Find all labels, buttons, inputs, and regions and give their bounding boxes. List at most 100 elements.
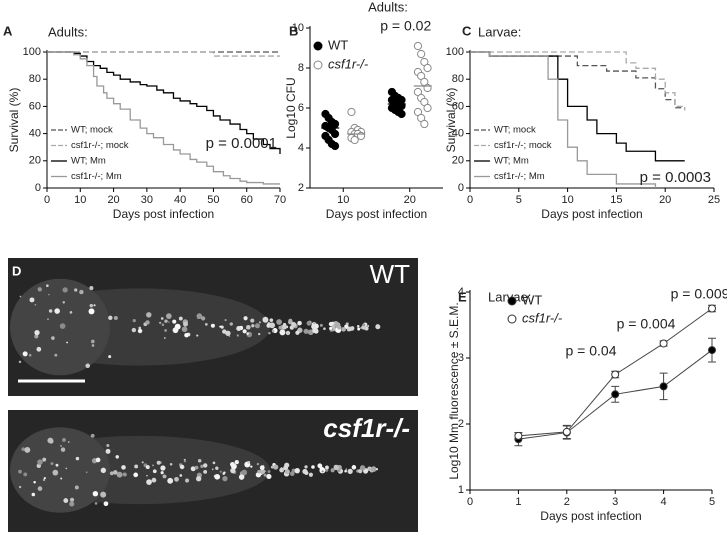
fluorescence [200, 464, 204, 469]
y-tick-label: 20 [452, 155, 464, 167]
fluorescence [330, 468, 335, 473]
data-point [611, 390, 620, 399]
fluorescence [325, 465, 329, 470]
fluorescence [219, 470, 222, 473]
survival-curve [470, 51, 686, 111]
image-label: csf1r-/- [323, 413, 410, 443]
fluorescence [225, 330, 231, 336]
fluorescence [69, 501, 75, 507]
x-tick-label: 10 [337, 194, 349, 206]
x-tick-label: 40 [174, 194, 186, 206]
legend-label: csf1r-/- [328, 56, 369, 71]
fluorescence [362, 323, 365, 326]
fluorescence [196, 334, 199, 337]
annotation: p = 0.004 [617, 316, 676, 332]
fluorescence [375, 324, 380, 328]
y-tick-label: 60 [452, 100, 464, 112]
fluorescence [263, 473, 267, 477]
legend-label: WT; mock [494, 125, 536, 136]
fluorescence [203, 463, 208, 468]
fluorescence [137, 328, 143, 334]
fluorescence [359, 465, 366, 471]
fluorescence [46, 284, 49, 288]
fluorescence [197, 458, 202, 463]
fluorescence [166, 313, 172, 319]
fluorescence [145, 320, 150, 325]
x-tick-label: 70 [274, 194, 286, 206]
fluorescence [258, 321, 262, 324]
fluorescence [367, 325, 370, 327]
fluorescence [159, 321, 162, 324]
fluorescence [169, 462, 173, 466]
fluorescence [18, 485, 22, 489]
data-point [708, 304, 716, 313]
fluorescence [167, 477, 174, 484]
fluorescence [347, 326, 352, 332]
y-tick-label: 60 [29, 100, 41, 112]
x-tick-label: 15 [610, 194, 622, 206]
legend-label: csf1r-/-; Mm [494, 171, 545, 182]
fluorescence [294, 467, 300, 474]
fluorescence [55, 463, 59, 467]
legend-label: WT; mock [71, 125, 113, 136]
fluorescence [18, 469, 22, 474]
legend-label: WT [522, 292, 542, 307]
fluorescence [368, 468, 371, 472]
fluorescence [304, 470, 309, 476]
fluorescence [224, 319, 227, 322]
fluorescence [85, 363, 91, 369]
fluorescence [280, 331, 283, 334]
fluorescence [311, 324, 317, 330]
fluorescence [201, 316, 206, 321]
fluorescence [181, 326, 188, 333]
fluorescence [108, 315, 113, 321]
data-point [708, 346, 716, 355]
y-tick-label: 4 [298, 142, 304, 154]
legend-marker [313, 41, 323, 51]
fluorescence [19, 295, 22, 298]
fluorescence [269, 318, 274, 322]
legend-label: csf1r-/-; Mm [71, 171, 122, 182]
x-tick-label: 0 [467, 496, 473, 508]
fluorescence [250, 318, 255, 323]
fluorescence [60, 447, 66, 452]
fluorescence [333, 464, 339, 471]
fluorescence [247, 461, 251, 464]
fluorescence [347, 468, 353, 474]
fluorescence [62, 287, 68, 293]
panel-title: Larvae: [488, 289, 531, 304]
fluorescence [185, 478, 190, 483]
x-tick-label: 5 [709, 496, 715, 508]
legend-label: WT; Mm [71, 156, 106, 167]
y-tick-label: 2 [458, 418, 464, 430]
fluorescence [321, 470, 324, 473]
panel-letter: D [12, 263, 21, 278]
fluorescence [284, 469, 290, 475]
fluorescence [266, 473, 272, 480]
y-tick-label: 0 [35, 182, 41, 194]
fluorescence [88, 308, 95, 315]
data-point [423, 63, 432, 73]
fluorescence [276, 319, 282, 325]
x-tick-label: 20 [404, 194, 416, 206]
fluorescence [162, 474, 167, 479]
data-point [659, 382, 668, 391]
fluorescence [34, 334, 39, 339]
fluorescence [184, 332, 189, 338]
fluorescence [69, 497, 75, 502]
fluorescence [28, 353, 32, 357]
x-axis-label: Days post infection [113, 207, 214, 221]
fluorescence [179, 464, 185, 470]
survival-curve [47, 51, 280, 57]
y-tick-label: 6 [298, 102, 304, 114]
fluorescence [238, 474, 245, 480]
fluorescence [93, 304, 96, 307]
fluorescence [250, 465, 253, 468]
fluorescence [67, 441, 70, 443]
fluorescence [152, 464, 154, 467]
legend-label: WT; Mm [494, 156, 529, 167]
fluorescence [278, 325, 283, 330]
fluorescence [43, 476, 46, 480]
fluorescence [48, 293, 50, 296]
fluorescence [236, 334, 239, 337]
